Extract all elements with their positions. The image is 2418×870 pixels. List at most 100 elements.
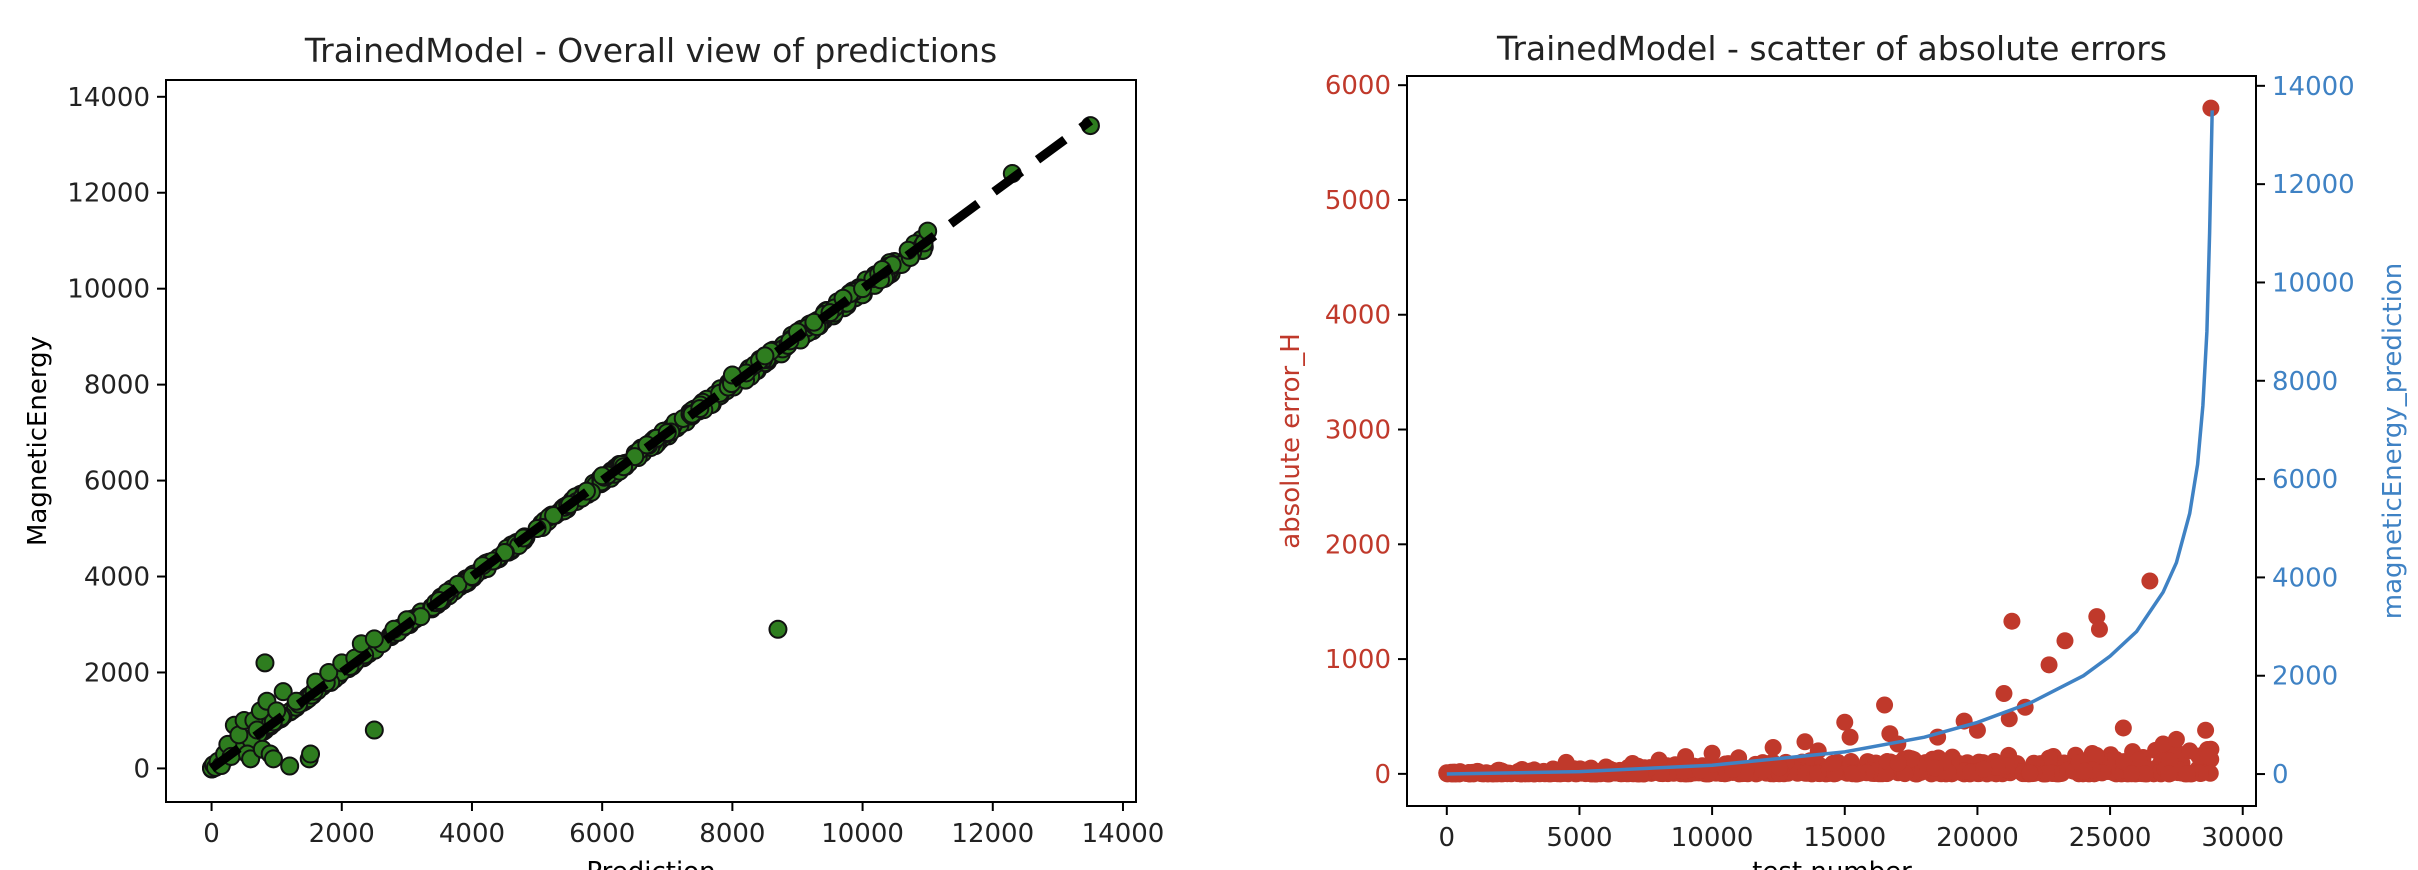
error-point	[2199, 748, 2217, 766]
error-point	[2115, 753, 2133, 771]
y2-axis-label: magneticEnergy_prediction	[2378, 263, 2408, 619]
error-point	[2040, 749, 2058, 767]
x-tick-label: 0	[203, 819, 220, 849]
y-tick-label: 12000	[67, 179, 150, 209]
error-point	[2178, 765, 2196, 783]
error-point	[2040, 656, 2058, 674]
y-axis-ticks: 0 2000 4000 6000 8000 10000 12000 14000	[67, 83, 166, 784]
y-tick-label: 2000	[84, 658, 150, 688]
y-axis-label: absolute error_H	[1276, 333, 1306, 549]
data-point	[768, 619, 788, 639]
error-point	[2056, 632, 2074, 650]
error-point	[2130, 751, 2148, 769]
error-point	[1491, 761, 1509, 779]
x-tick-label: 5000	[1546, 823, 1612, 853]
x-tick-label: 0	[1439, 823, 1456, 853]
error-point	[2167, 730, 2185, 748]
y-tick-label: 4000	[84, 563, 150, 593]
error-point	[2021, 764, 2039, 782]
y-tick-label: 2000	[1325, 530, 1391, 560]
error-point	[1968, 721, 1986, 739]
y-tick-label: 0	[1374, 760, 1391, 790]
error-point	[1876, 696, 1894, 714]
data-point	[280, 756, 300, 776]
prediction-line	[1446, 110, 2214, 776]
data-point	[319, 662, 339, 682]
x-axis-ticks: 0 2000 4000 6000 8000 10000 12000 14000	[203, 802, 1164, 849]
error-point	[2136, 765, 2154, 783]
error-point	[1841, 728, 1859, 746]
y-axis-label: MagneticEnergy	[23, 336, 53, 546]
x-tick-label: 8000	[699, 819, 765, 849]
x-tick-label: 30000	[2201, 823, 2284, 853]
data-point	[364, 629, 384, 649]
y-tick-label: 8000	[84, 371, 150, 401]
right-y-axis-ticks: 0 2000 4000 6000 8000 10000 12000 14000	[2256, 72, 2355, 790]
y2-tick-label: 0	[2272, 760, 2289, 790]
y2-tick-label: 14000	[2272, 72, 2355, 102]
y-tick-label: 6000	[1325, 71, 1391, 101]
data-point	[273, 682, 293, 702]
error-point	[2161, 752, 2179, 770]
y-tick-label: 10000	[67, 275, 150, 305]
error-point	[2037, 765, 2055, 783]
error-point	[2088, 608, 2106, 626]
error-point	[1889, 754, 1907, 772]
error-point	[1677, 748, 1695, 766]
error-point	[2202, 99, 2220, 117]
x-tick-label: 2000	[309, 819, 375, 849]
error-point	[2123, 765, 2141, 783]
plot-frame	[1406, 75, 2257, 807]
data-point	[301, 744, 321, 764]
x-axis-ticks: 0 5000 10000 15000 20000 25000 30000	[1439, 806, 2284, 853]
data-point	[263, 749, 283, 769]
plot-area	[1438, 99, 2220, 783]
error-point	[1770, 759, 1788, 777]
x-tick-label: 14000	[1082, 819, 1165, 849]
error-point	[1764, 738, 1782, 756]
error-point	[1995, 685, 2013, 703]
error-point	[2154, 735, 2172, 753]
x-tick-label: 10000	[1671, 823, 1754, 853]
x-tick-label: 10000	[821, 819, 904, 849]
y2-tick-label: 6000	[2272, 465, 2338, 495]
absolute-errors-chart: TrainedModel - scatter of absolute error…	[1276, 29, 2408, 870]
plot-frame	[165, 79, 1137, 803]
x-axis-label: test number	[1752, 857, 1912, 870]
error-point	[1975, 760, 1993, 778]
y-tick-label: 5000	[1325, 186, 1391, 216]
error-point	[2141, 572, 2159, 590]
identity-line	[208, 117, 1094, 773]
error-point	[1824, 754, 1842, 772]
chart-title: TrainedModel - Overall view of predictio…	[304, 31, 997, 70]
predictions-chart: TrainedModel - Overall view of predictio…	[23, 31, 1164, 870]
error-point	[1650, 751, 1668, 769]
error-point	[2003, 612, 2021, 630]
error-point	[1557, 753, 1575, 771]
error-point	[2087, 746, 2105, 764]
y2-tick-label: 12000	[2272, 170, 2355, 200]
error-point	[2160, 765, 2178, 783]
x-tick-label: 12000	[951, 819, 1034, 849]
error-point	[1902, 750, 1920, 768]
error-point	[1962, 763, 1980, 781]
error-point	[2181, 742, 2199, 760]
error-point	[2197, 721, 2215, 739]
error-point	[1754, 762, 1772, 780]
y-tick-label: 3000	[1325, 416, 1391, 446]
y-tick-label: 14000	[67, 83, 150, 113]
x-tick-label: 25000	[2069, 823, 2152, 853]
chart-title: TrainedModel - scatter of absolute error…	[1496, 29, 2167, 68]
data-point	[255, 653, 275, 673]
x-tick-label: 15000	[1803, 823, 1886, 853]
x-tick-label: 6000	[569, 819, 635, 849]
error-point	[2114, 719, 2132, 737]
y-tick-label: 4000	[1325, 301, 1391, 331]
error-point	[1926, 759, 1944, 777]
y-tick-label: 0	[133, 754, 150, 784]
x-axis-label: Prediction	[586, 857, 715, 870]
data-point	[364, 720, 384, 740]
y2-tick-label: 4000	[2272, 563, 2338, 593]
plot-area	[202, 116, 1100, 779]
x-tick-label: 4000	[439, 819, 505, 849]
